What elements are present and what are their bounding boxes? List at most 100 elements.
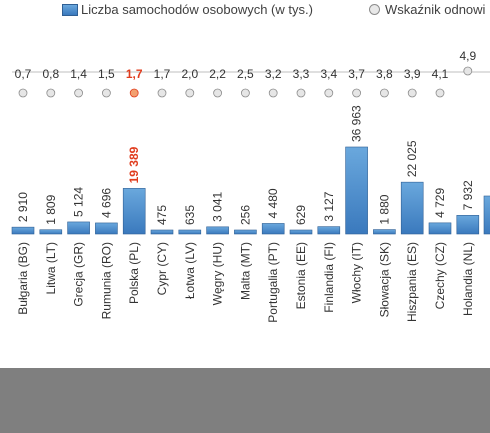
ratio-value-label: 2,5 bbox=[237, 67, 254, 81]
ratio-value-label: 1,7 bbox=[126, 67, 143, 81]
bar bbox=[261, 223, 285, 235]
legend-cars-label: Liczba samochodów osobowych (w tys.) bbox=[81, 2, 313, 17]
bar-value-label: 4 480 bbox=[266, 188, 280, 218]
ratio-marker bbox=[213, 88, 223, 98]
bar-value-label: 1 809 bbox=[44, 194, 58, 224]
bar-value-label: 4 696 bbox=[99, 188, 113, 218]
bar-value-label: 22 025 bbox=[405, 140, 419, 177]
ratio-labels: 0,7 0,8 1,4 1,5 1,7 1,7 2,0 2,2 2,5 3,2 3,3 3,4 3,7 3… bbox=[15, 49, 477, 81]
category-labels: Bułgaria (BG) Litwa (LT) Grecja (GR) Rumuni… bbox=[16, 242, 475, 323]
ratio-marker bbox=[102, 88, 111, 98]
ratio-marker bbox=[18, 88, 28, 98]
bar bbox=[456, 215, 480, 235]
bar-value-labels: 2 910 1 809 5 124 4 696 19 389 475 635 3 041 256… bbox=[16, 105, 475, 225]
ratio-value-label: 0,8 bbox=[42, 67, 59, 81]
bar-value-label: 19 389 bbox=[127, 146, 141, 183]
category-label: Węgry (HU) bbox=[211, 242, 225, 305]
category-label: Estonia (EE) bbox=[294, 242, 308, 309]
bar bbox=[234, 229, 257, 235]
bars bbox=[11, 146, 490, 235]
category-label: Grecja (GR) bbox=[72, 242, 86, 307]
category-label: Bułgaria (BG) bbox=[16, 242, 30, 315]
ratio-value-label: 4,1 bbox=[432, 67, 449, 81]
ratio-value-label: 1,4 bbox=[70, 67, 87, 81]
bar bbox=[206, 226, 229, 235]
legend-item-ratio: Wskaźnik odnowi bbox=[369, 2, 485, 17]
bar-value-label: 36 963 bbox=[350, 105, 364, 142]
ratio-value-label: 3,2 bbox=[265, 67, 282, 81]
category-label: Portugalia (PT) bbox=[266, 242, 280, 323]
bar-value-label: 256 bbox=[238, 205, 252, 225]
ratio-marker bbox=[324, 88, 334, 98]
bar bbox=[400, 181, 424, 235]
ratio-value-label: 2,0 bbox=[181, 67, 198, 81]
bar-value-label: 4 729 bbox=[433, 188, 447, 218]
legend-dot-swatch bbox=[369, 4, 380, 15]
bar bbox=[39, 229, 63, 235]
ratio-marker bbox=[268, 88, 278, 98]
ratio-markers bbox=[18, 66, 473, 98]
bar-value-label: 5 124 bbox=[72, 187, 86, 217]
bar bbox=[67, 221, 90, 235]
bar-value-label: 7 932 bbox=[461, 180, 475, 210]
legend: Liczba samochodów osobowych (w tys.) Wsk… bbox=[0, 2, 490, 24]
bar bbox=[95, 222, 118, 235]
footer-band bbox=[0, 368, 490, 433]
ratio-value-label: 2,2 bbox=[209, 67, 226, 81]
ratio-value-label: 1,5 bbox=[98, 67, 115, 81]
ratio-marker bbox=[74, 88, 83, 98]
category-label: Polska (PL) bbox=[127, 242, 141, 304]
bar-value-label: 1 880 bbox=[377, 194, 391, 224]
bar bbox=[122, 188, 146, 235]
category-label: Holandia (NL) bbox=[461, 242, 475, 316]
ratio-marker bbox=[185, 88, 195, 98]
ratio-marker bbox=[379, 88, 389, 98]
ratio-value-label: 1,7 bbox=[154, 67, 171, 81]
bar bbox=[150, 229, 174, 235]
bar-value-label: 2 910 bbox=[16, 192, 30, 222]
ratio-value-label: 4,9 bbox=[459, 49, 476, 63]
bar bbox=[178, 229, 202, 235]
bar-value-label: 635 bbox=[183, 205, 197, 225]
ratio-marker bbox=[240, 88, 250, 98]
bar-value-label: 475 bbox=[155, 205, 169, 225]
bar bbox=[317, 226, 341, 235]
ratio-marker bbox=[435, 88, 445, 98]
ratio-marker bbox=[352, 88, 362, 98]
category-label: Rumunia (RO) bbox=[99, 242, 113, 319]
category-label: Włochy (IT) bbox=[350, 242, 364, 303]
bar bbox=[345, 146, 368, 235]
bar-value-label: 3 127 bbox=[322, 191, 336, 221]
category-label: Cypr (CY) bbox=[155, 242, 169, 295]
legend-bar-swatch bbox=[62, 3, 78, 16]
bar bbox=[428, 222, 452, 235]
ratio-marker bbox=[463, 66, 473, 76]
ratio-value-label: 3,7 bbox=[348, 67, 365, 81]
category-label: Litwa (LT) bbox=[44, 242, 58, 294]
ratio-value-label: 3,8 bbox=[376, 67, 393, 81]
ratio-marker bbox=[296, 88, 306, 98]
category-label: Łotwa (LV) bbox=[183, 242, 197, 299]
category-label: Czechy (CZ) bbox=[433, 242, 447, 309]
category-label: Słowacja (SK) bbox=[377, 242, 391, 317]
ratio-marker bbox=[129, 88, 139, 98]
bar-value-label: 629 bbox=[294, 205, 308, 225]
category-label: Hiszpania (ES) bbox=[405, 242, 419, 322]
category-label: Finlandia (FI) bbox=[322, 242, 336, 313]
ratio-value-label: 3,4 bbox=[320, 67, 337, 81]
ratio-marker bbox=[46, 88, 56, 98]
bar bbox=[11, 226, 35, 235]
legend-item-cars: Liczba samochodów osobowych (w tys.) bbox=[62, 2, 313, 17]
ratio-value-label: 3,3 bbox=[293, 67, 310, 81]
ratio-value-label: 0,7 bbox=[15, 67, 32, 81]
ratio-marker bbox=[157, 88, 167, 98]
legend-ratio-label: Wskaźnik odnowi bbox=[385, 2, 486, 17]
ratio-marker bbox=[407, 88, 417, 98]
bar bbox=[373, 229, 396, 235]
bar bbox=[289, 229, 313, 235]
bar-clipped bbox=[483, 195, 490, 235]
ratio-value-label: 3,9 bbox=[404, 67, 421, 81]
bar-value-label: 3 041 bbox=[211, 191, 225, 221]
category-label: Malta (MT) bbox=[238, 242, 252, 300]
